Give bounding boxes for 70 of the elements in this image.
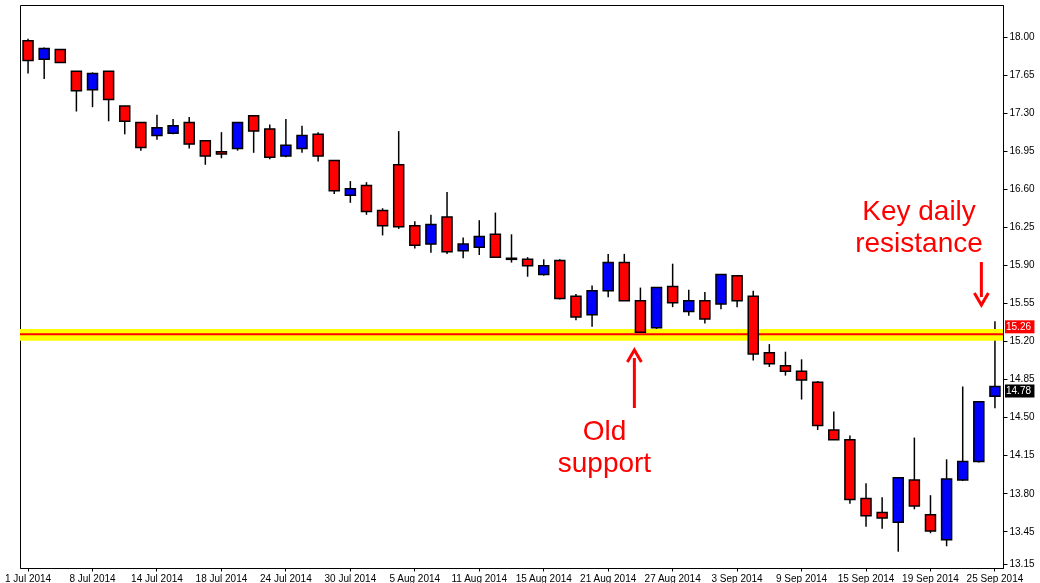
candlestick bbox=[763, 343, 776, 368]
candlestick bbox=[183, 116, 195, 150]
x-tick-label: 14 Jul 2014 bbox=[131, 572, 184, 583]
y-tick-label: 13.80 bbox=[1009, 487, 1035, 499]
candlestick bbox=[505, 233, 518, 264]
candlestick bbox=[795, 358, 808, 401]
y-tick-label: 16.60 bbox=[1009, 183, 1035, 195]
y-tick-label: 18.00 bbox=[1009, 31, 1035, 43]
x-tick-label: 9 Sep 2014 bbox=[775, 572, 828, 583]
x-tick-label: 5 Aug 2014 bbox=[389, 572, 441, 583]
candlestick bbox=[409, 220, 421, 250]
candlestick bbox=[570, 293, 582, 321]
x-tick-label: 24 Jul 2014 bbox=[260, 572, 313, 583]
y-tick-label: 16.25 bbox=[1009, 221, 1035, 233]
candlestick bbox=[280, 118, 292, 158]
x-tick-label: 19 Sep 2014 bbox=[902, 572, 960, 583]
candlestick bbox=[860, 482, 872, 528]
x-tick-label: 27 Aug 2014 bbox=[644, 572, 702, 583]
candlestick bbox=[296, 124, 308, 154]
y-tick-label: 14.85 bbox=[1009, 373, 1035, 385]
candlestick bbox=[247, 115, 260, 154]
candlestick bbox=[457, 236, 469, 259]
x-tick-label: 15 Sep 2014 bbox=[837, 572, 895, 583]
candlestick bbox=[683, 289, 695, 317]
candlestick bbox=[215, 131, 228, 159]
candlestick bbox=[876, 496, 888, 530]
x-tick-label: 21 Aug 2014 bbox=[580, 572, 637, 583]
y-tick-label: 17.65 bbox=[1009, 69, 1035, 81]
y-tick-label: 16.95 bbox=[1009, 145, 1035, 157]
y-tick-label: 15.20 bbox=[1009, 335, 1035, 347]
ref-line-label: 15.26 bbox=[1006, 321, 1032, 333]
y-tick-label: 17.30 bbox=[1009, 107, 1035, 119]
annotation: Old support bbox=[557, 415, 652, 478]
x-tick-label: 1 Jul 2014 bbox=[4, 572, 52, 583]
candlestick bbox=[344, 180, 357, 204]
y-tick-label: 15.55 bbox=[1009, 297, 1035, 309]
y-tick-label: 14.50 bbox=[1009, 411, 1035, 423]
candlestick bbox=[473, 219, 486, 256]
candlestick bbox=[38, 46, 50, 80]
candlestick bbox=[151, 114, 163, 141]
x-tick-label: 8 Jul 2014 bbox=[69, 572, 117, 583]
candlestick bbox=[956, 385, 969, 482]
candlestick bbox=[699, 291, 711, 325]
x-tick-label: 30 Jul 2014 bbox=[324, 572, 377, 583]
candlestick bbox=[586, 284, 598, 328]
candlestick bbox=[489, 211, 502, 258]
candlestick bbox=[70, 70, 83, 113]
candlestick bbox=[312, 131, 324, 163]
candlestick bbox=[425, 214, 437, 254]
candlestick bbox=[86, 71, 99, 108]
y-tick-label: 14.15 bbox=[1009, 449, 1035, 461]
y-tick-label: 15.90 bbox=[1009, 259, 1035, 271]
candlestick bbox=[828, 410, 840, 441]
y-tick-label: 13.45 bbox=[1009, 525, 1035, 537]
x-tick-label: 3 Sep 2014 bbox=[711, 572, 764, 583]
candlestick bbox=[924, 494, 937, 534]
x-tick-label: 18 Jul 2014 bbox=[195, 572, 248, 583]
candlestick bbox=[376, 207, 389, 237]
candlestick bbox=[521, 256, 534, 278]
text: 14.78 bbox=[1006, 385, 1032, 397]
y-tick-label: 13.15 bbox=[1009, 558, 1035, 570]
x-tick-label: 11 Aug 2014 bbox=[451, 572, 508, 583]
annotation: Key daily resistance bbox=[855, 195, 983, 258]
x-tick-label: 25 Sep 2014 bbox=[966, 572, 1024, 583]
candlestick bbox=[779, 350, 792, 377]
x-tick-label: 15 Aug 2014 bbox=[515, 572, 573, 583]
candlestick bbox=[199, 140, 212, 166]
candlestick bbox=[666, 262, 679, 308]
candlestick bbox=[989, 320, 1001, 409]
candlestick bbox=[119, 105, 131, 136]
